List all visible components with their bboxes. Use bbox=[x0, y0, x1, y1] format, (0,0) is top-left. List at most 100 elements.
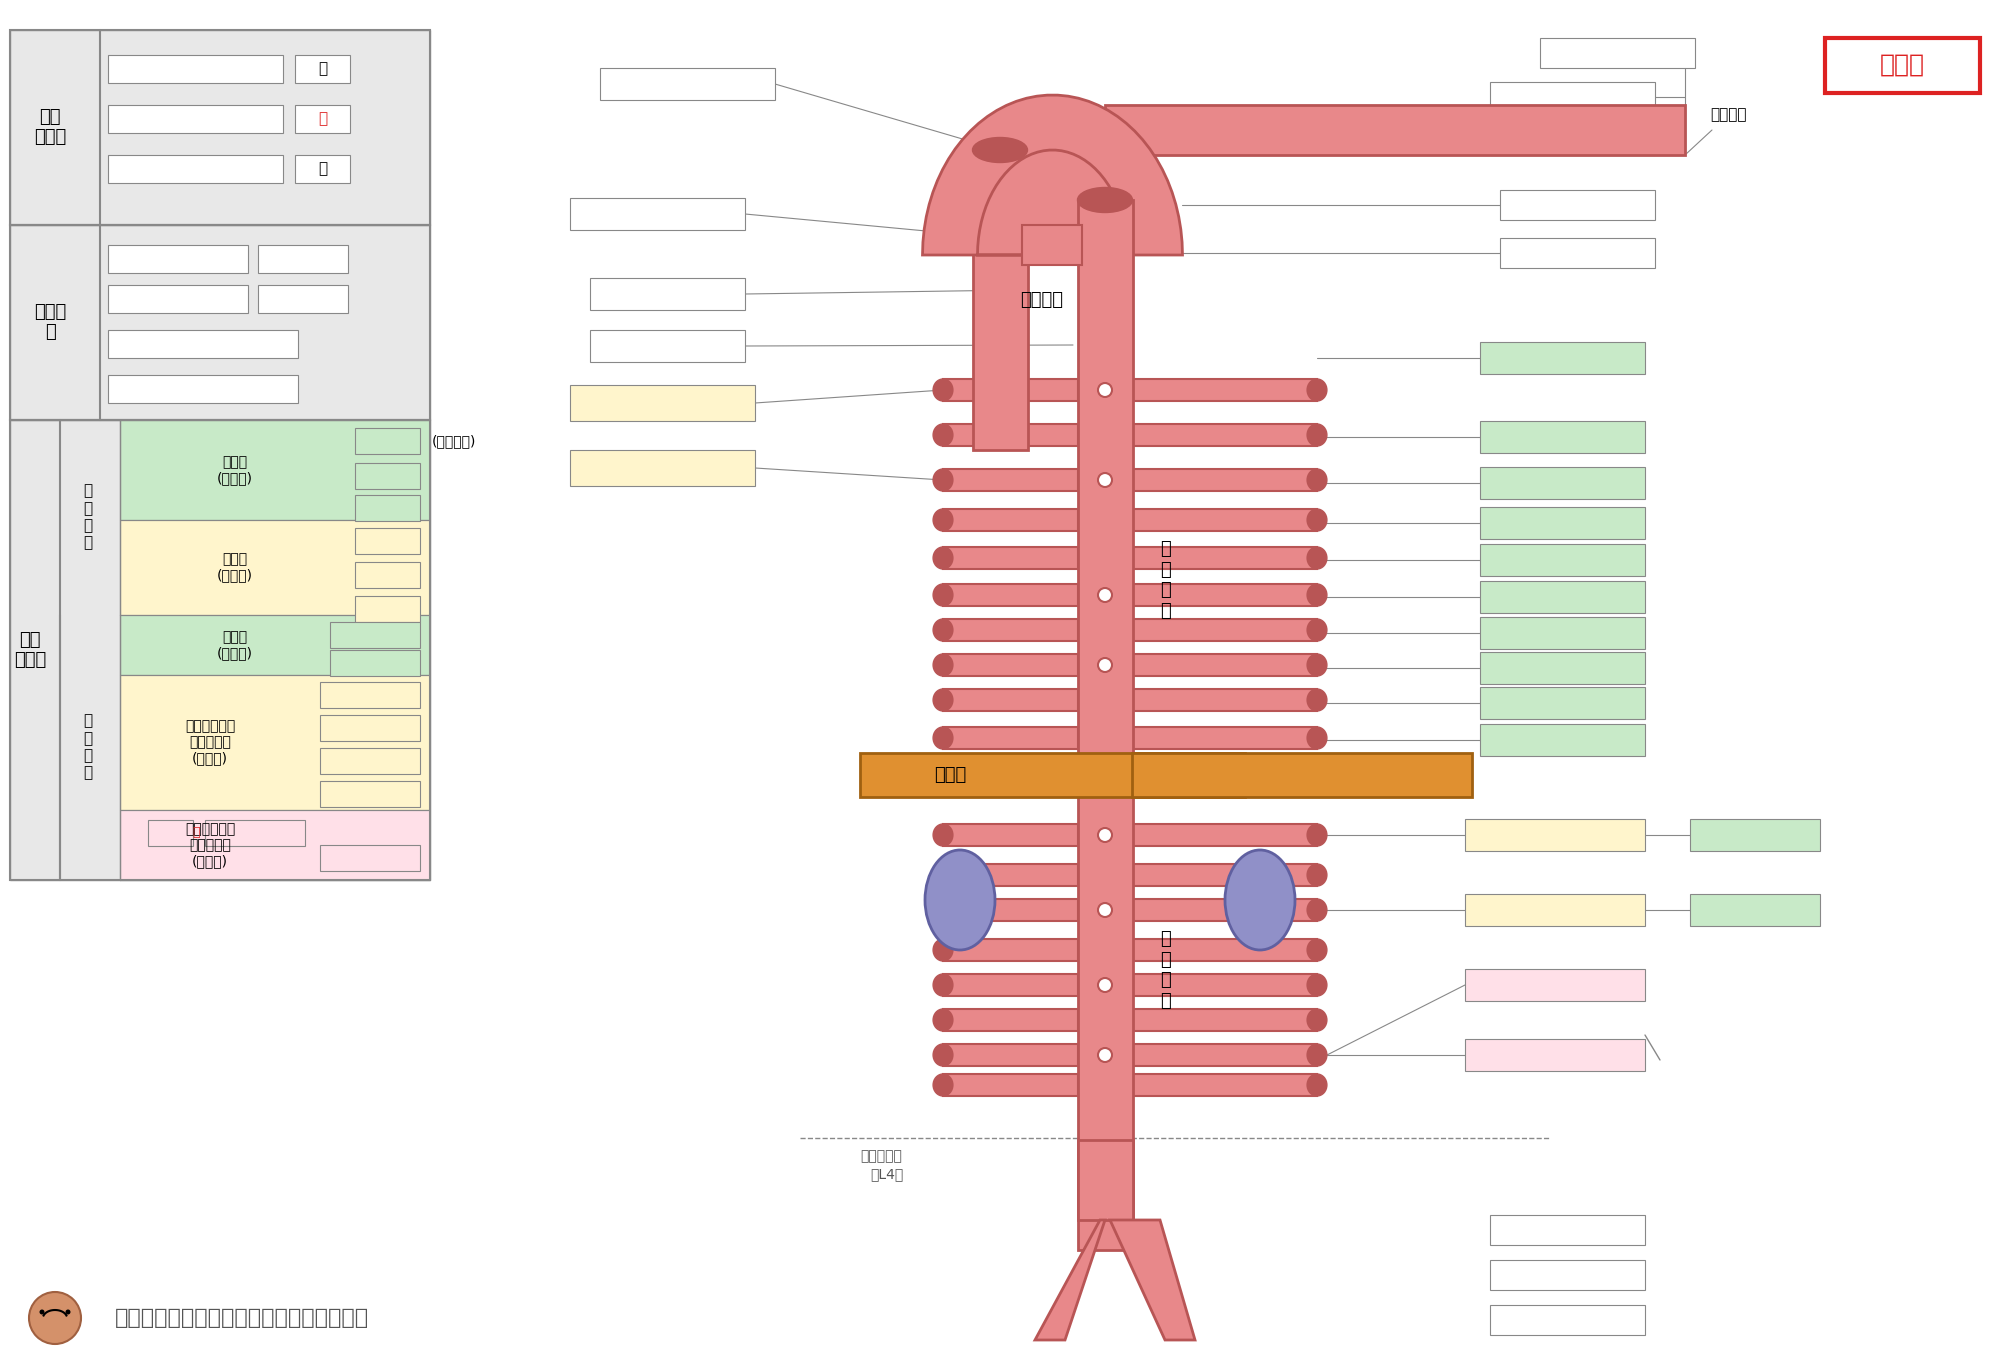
Bar bbox=[570, 198, 744, 231]
Ellipse shape bbox=[40, 1309, 44, 1315]
Polygon shape bbox=[944, 509, 1078, 531]
Text: 臓側枝
(無対性): 臓側枝 (無対性) bbox=[216, 552, 252, 582]
Polygon shape bbox=[1132, 1073, 1316, 1097]
Polygon shape bbox=[1078, 1140, 1132, 1219]
Bar bbox=[1480, 617, 1644, 649]
Text: （第１）: （第１） bbox=[1710, 108, 1746, 123]
Bar bbox=[356, 428, 420, 454]
Text: 腹
大
動
脈: 腹 大 動 脈 bbox=[84, 713, 92, 780]
Ellipse shape bbox=[1308, 509, 1326, 531]
Ellipse shape bbox=[934, 689, 952, 711]
Ellipse shape bbox=[1224, 850, 1296, 949]
Bar bbox=[1500, 190, 1656, 220]
Polygon shape bbox=[1132, 469, 1316, 491]
Ellipse shape bbox=[1308, 424, 1326, 446]
Ellipse shape bbox=[1308, 689, 1326, 711]
Polygon shape bbox=[1132, 1009, 1316, 1031]
Bar bbox=[570, 385, 756, 421]
Ellipse shape bbox=[934, 938, 952, 962]
Polygon shape bbox=[1132, 619, 1316, 641]
Bar bbox=[356, 462, 420, 490]
Bar bbox=[10, 225, 430, 420]
Bar bbox=[356, 596, 420, 622]
Bar bbox=[296, 155, 350, 183]
Text: ・: ・ bbox=[192, 827, 200, 839]
Text: 腹
大
動
脈: 腹 大 動 脈 bbox=[1160, 930, 1170, 1011]
Text: かずひろ先生の【徹底的国試対策】解剖学: かずひろ先生の【徹底的国試対策】解剖学 bbox=[116, 1308, 370, 1329]
Ellipse shape bbox=[934, 509, 952, 531]
Polygon shape bbox=[944, 653, 1078, 677]
Text: 大動脈弓: 大動脈弓 bbox=[1020, 291, 1064, 310]
Bar bbox=[1490, 125, 1656, 155]
Bar bbox=[320, 682, 420, 708]
Ellipse shape bbox=[934, 1043, 952, 1067]
Ellipse shape bbox=[934, 1009, 952, 1031]
Ellipse shape bbox=[934, 1073, 952, 1097]
Polygon shape bbox=[1078, 201, 1132, 1249]
Polygon shape bbox=[1132, 547, 1316, 569]
Ellipse shape bbox=[1098, 1048, 1112, 1063]
Ellipse shape bbox=[1308, 727, 1326, 749]
Bar bbox=[330, 651, 420, 677]
Polygon shape bbox=[1132, 753, 1472, 797]
Ellipse shape bbox=[934, 727, 952, 749]
Ellipse shape bbox=[1098, 657, 1112, 672]
Ellipse shape bbox=[934, 584, 952, 606]
Bar bbox=[1480, 724, 1644, 756]
Bar bbox=[1500, 237, 1656, 267]
Ellipse shape bbox=[1308, 379, 1326, 401]
Bar bbox=[590, 330, 744, 361]
Polygon shape bbox=[922, 95, 1182, 255]
Ellipse shape bbox=[934, 619, 952, 641]
Polygon shape bbox=[1110, 1219, 1196, 1339]
Polygon shape bbox=[944, 974, 1078, 996]
Bar bbox=[1480, 652, 1644, 683]
Polygon shape bbox=[1132, 727, 1316, 749]
Text: 枝: 枝 bbox=[318, 61, 328, 76]
Bar bbox=[1690, 818, 1820, 851]
Text: 壁側枝
(有対性): 壁側枝 (有対性) bbox=[216, 630, 252, 660]
Ellipse shape bbox=[924, 850, 996, 949]
Polygon shape bbox=[120, 520, 430, 615]
Polygon shape bbox=[944, 619, 1078, 641]
Polygon shape bbox=[972, 150, 1028, 450]
Polygon shape bbox=[944, 1009, 1078, 1031]
Bar bbox=[590, 278, 744, 310]
Polygon shape bbox=[1132, 509, 1316, 531]
Polygon shape bbox=[944, 863, 1078, 887]
Ellipse shape bbox=[1308, 899, 1326, 921]
Ellipse shape bbox=[1308, 974, 1326, 996]
Bar bbox=[108, 375, 298, 402]
Ellipse shape bbox=[66, 1309, 70, 1315]
Ellipse shape bbox=[1308, 653, 1326, 677]
Polygon shape bbox=[1132, 424, 1316, 446]
Text: 横隔膜: 横隔膜 bbox=[934, 767, 966, 784]
Text: (第　〜　): (第 〜 ) bbox=[432, 434, 476, 447]
Polygon shape bbox=[1132, 689, 1316, 711]
Text: （L4）: （L4） bbox=[870, 1168, 904, 1181]
Bar bbox=[10, 30, 430, 225]
Bar bbox=[570, 450, 756, 486]
Ellipse shape bbox=[934, 379, 952, 401]
Bar bbox=[108, 330, 298, 357]
Polygon shape bbox=[1132, 379, 1316, 401]
Ellipse shape bbox=[1098, 978, 1112, 992]
Bar bbox=[1490, 1260, 1644, 1290]
Bar bbox=[108, 55, 284, 83]
Ellipse shape bbox=[1308, 584, 1326, 606]
Text: 胸
大
動
脈: 胸 大 動 脈 bbox=[1160, 540, 1170, 621]
Bar bbox=[258, 246, 348, 273]
Ellipse shape bbox=[28, 1292, 80, 1344]
Text: 暗記用: 暗記用 bbox=[1880, 53, 1924, 76]
Polygon shape bbox=[944, 689, 1078, 711]
Bar bbox=[206, 820, 304, 846]
Ellipse shape bbox=[934, 899, 952, 921]
Bar bbox=[1480, 581, 1644, 612]
Polygon shape bbox=[1132, 653, 1316, 677]
Bar bbox=[108, 155, 284, 183]
Ellipse shape bbox=[972, 138, 1028, 162]
Ellipse shape bbox=[934, 653, 952, 677]
Ellipse shape bbox=[1098, 903, 1112, 917]
Bar bbox=[10, 420, 430, 880]
Ellipse shape bbox=[934, 974, 952, 996]
